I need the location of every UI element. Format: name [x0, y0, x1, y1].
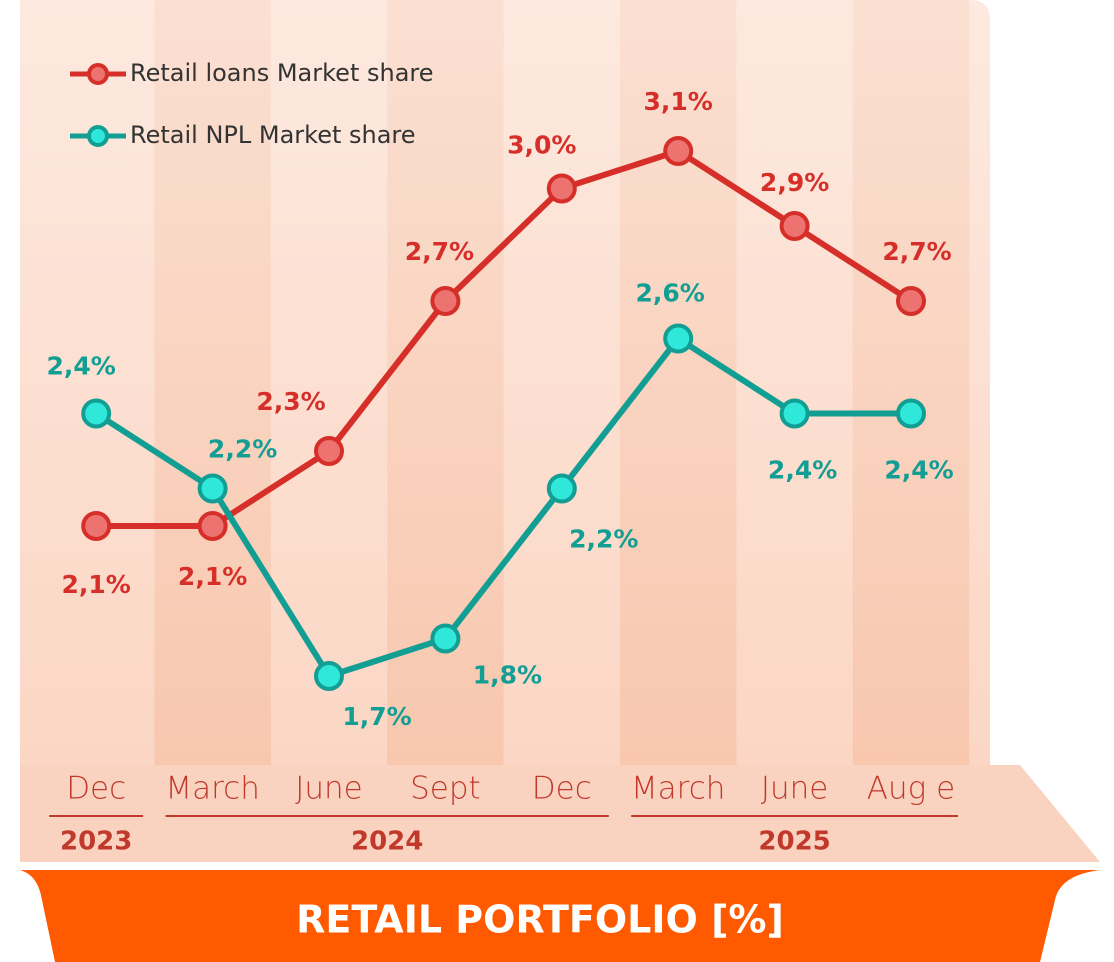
group-label: 2024: [351, 827, 423, 857]
x-tick-label: June: [761, 771, 829, 807]
x-tick-label: Dec: [66, 771, 126, 807]
bands: [154, 0, 970, 765]
point: [197, 473, 228, 504]
point: [197, 511, 228, 541]
x-tick-label: March: [631, 771, 726, 807]
band: [154, 0, 271, 765]
data-label: 2,3%: [256, 387, 325, 416]
data-label: 2,2%: [208, 435, 277, 464]
legend-marker: [87, 63, 109, 85]
x-tick-label: Sept: [410, 771, 481, 807]
series-line: [94, 335, 911, 679]
data-label: 2,4%: [884, 456, 953, 485]
data-label: 2,4%: [47, 352, 116, 381]
data-label: 1,7%: [342, 702, 411, 731]
axis-strip: [20, 765, 1100, 862]
point: [896, 286, 926, 316]
title-banner: [20, 870, 1100, 962]
point: [663, 323, 694, 354]
legend-label: Retail loans Market share: [130, 59, 434, 87]
point: [546, 473, 577, 504]
series-line: [96, 148, 913, 529]
band: [620, 0, 737, 765]
point: [896, 398, 926, 429]
point: [779, 211, 810, 241]
data-label: 3,0%: [507, 131, 576, 160]
data-label: 3,1%: [644, 87, 713, 116]
point: [81, 511, 112, 541]
data-label: 2,1%: [62, 570, 131, 599]
point: [314, 436, 344, 466]
point: [81, 398, 112, 429]
x-tick-label: Aug e: [867, 771, 955, 807]
x-tick-label: Dec: [532, 771, 592, 807]
point: [546, 173, 577, 204]
legend-label: Retail NPL Market share: [130, 121, 416, 149]
x-tick-label: March: [165, 771, 260, 807]
chart-title: RETAIL PORTFOLIO [%]: [296, 898, 784, 942]
point: [430, 623, 461, 654]
group-label: 2023: [60, 827, 132, 857]
data-label: 2,9%: [760, 168, 829, 197]
point: [779, 398, 810, 429]
data-label: 2,2%: [569, 525, 638, 554]
point: [663, 136, 694, 166]
legend-marker: [87, 125, 109, 147]
data-label: 2,7%: [882, 237, 951, 266]
point: [314, 661, 344, 691]
group-label: 2025: [758, 827, 830, 857]
point: [430, 286, 461, 316]
data-label: 1,8%: [473, 661, 542, 690]
data-label: 2,7%: [405, 237, 474, 266]
data-label: 2,6%: [636, 279, 705, 308]
data-label: 2,1%: [178, 562, 247, 591]
band: [852, 0, 970, 765]
data-label: 2,4%: [768, 456, 837, 485]
x-tick-label: June: [295, 771, 363, 807]
